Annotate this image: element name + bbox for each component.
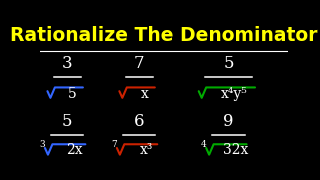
Text: 7: 7 <box>134 55 145 72</box>
Text: 32x: 32x <box>223 143 249 158</box>
Text: 6: 6 <box>134 113 144 130</box>
Text: x³: x³ <box>140 143 153 158</box>
Text: Rationalize The Denominator: Rationalize The Denominator <box>10 26 318 45</box>
Text: 3: 3 <box>40 140 45 149</box>
Text: 2x: 2x <box>67 143 83 158</box>
Text: 3: 3 <box>62 55 73 72</box>
Text: x⁴y⁵: x⁴y⁵ <box>220 87 247 101</box>
Text: 5: 5 <box>62 113 73 130</box>
Text: 9: 9 <box>223 113 234 130</box>
Text: 5: 5 <box>223 55 234 72</box>
Text: 5: 5 <box>68 87 77 101</box>
Text: 4: 4 <box>201 140 206 149</box>
Text: 7: 7 <box>112 140 117 149</box>
Text: x: x <box>141 87 148 101</box>
